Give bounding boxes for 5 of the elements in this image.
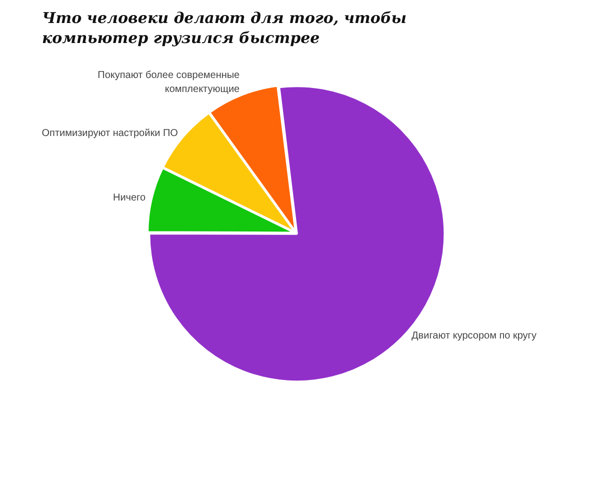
slice-label: Оптимизируют настройки ПО: [42, 128, 178, 140]
chart-title: Что человеки делают для того, чтобы компьютер грузился быстрее: [42, 8, 408, 49]
slice-label: Покупают более современные комплектующие: [98, 70, 240, 95]
slice-label: Ничего: [112, 192, 146, 204]
slice-label: Двигают курсором по кругу: [412, 330, 536, 342]
